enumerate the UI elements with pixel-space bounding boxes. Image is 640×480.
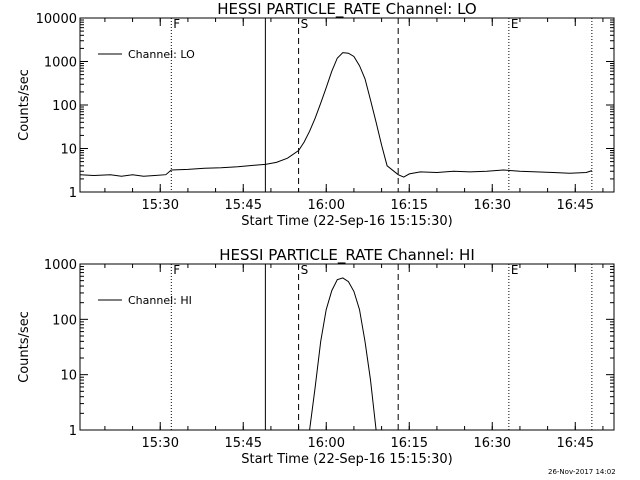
x-axis-label: Start Time (22-Sep-16 15:15:30) — [241, 452, 452, 467]
y-tick-label: 1 — [69, 186, 77, 201]
x-tick-label: 16:45 — [557, 436, 594, 451]
chart-title: HESSI PARTICLE_RATE Channel: HI — [219, 246, 475, 265]
marker-label: F — [173, 263, 180, 277]
plot-timestamp: 26-Nov-2017 14:02 — [548, 468, 616, 476]
x-tick-label: 15:45 — [225, 436, 262, 451]
y-tick-label: 1000 — [44, 258, 77, 273]
y-axis-label: Counts/sec — [17, 69, 32, 141]
series-line — [80, 52, 593, 178]
marker-label: S — [301, 263, 309, 277]
x-axis-label: Start Time (22-Sep-16 15:15:30) — [241, 214, 452, 229]
x-tick-label: 16:00 — [308, 198, 345, 213]
plot-frame — [79, 263, 615, 431]
y-tick-label: 1000 — [44, 56, 77, 71]
y-axis-label: Counts/sec — [17, 311, 32, 383]
marker-label: E — [511, 263, 519, 277]
y-tick-label: 1 — [69, 424, 77, 439]
y-tick-label: 100 — [52, 313, 77, 328]
x-tick-label: 16:00 — [308, 436, 345, 451]
y-tick-label: 10 — [60, 369, 77, 384]
marker-label: S — [301, 17, 309, 31]
y-tick-label: 100 — [52, 99, 77, 114]
x-tick-label: 15:45 — [225, 198, 262, 213]
marker-label: F — [173, 17, 180, 31]
x-tick-label: 15:30 — [142, 198, 179, 213]
y-tick-label: 10000 — [36, 12, 77, 27]
x-tick-label: 16:15 — [391, 198, 428, 213]
x-tick-label: 16:30 — [474, 198, 511, 213]
chart-title: HESSI PARTICLE_RATE Channel: LO — [217, 0, 476, 19]
x-tick-label: 16:30 — [474, 436, 511, 451]
plot-frame — [79, 17, 615, 193]
series-line — [309, 277, 377, 430]
x-tick-label: 15:30 — [142, 436, 179, 451]
legend-label: Channel: HI — [128, 294, 192, 307]
x-tick-label: 16:15 — [391, 436, 428, 451]
y-tick-label: 10 — [60, 143, 77, 158]
x-tick-label: 16:45 — [557, 198, 594, 213]
marker-label: E — [511, 17, 519, 31]
legend-label: Channel: LO — [128, 48, 195, 61]
